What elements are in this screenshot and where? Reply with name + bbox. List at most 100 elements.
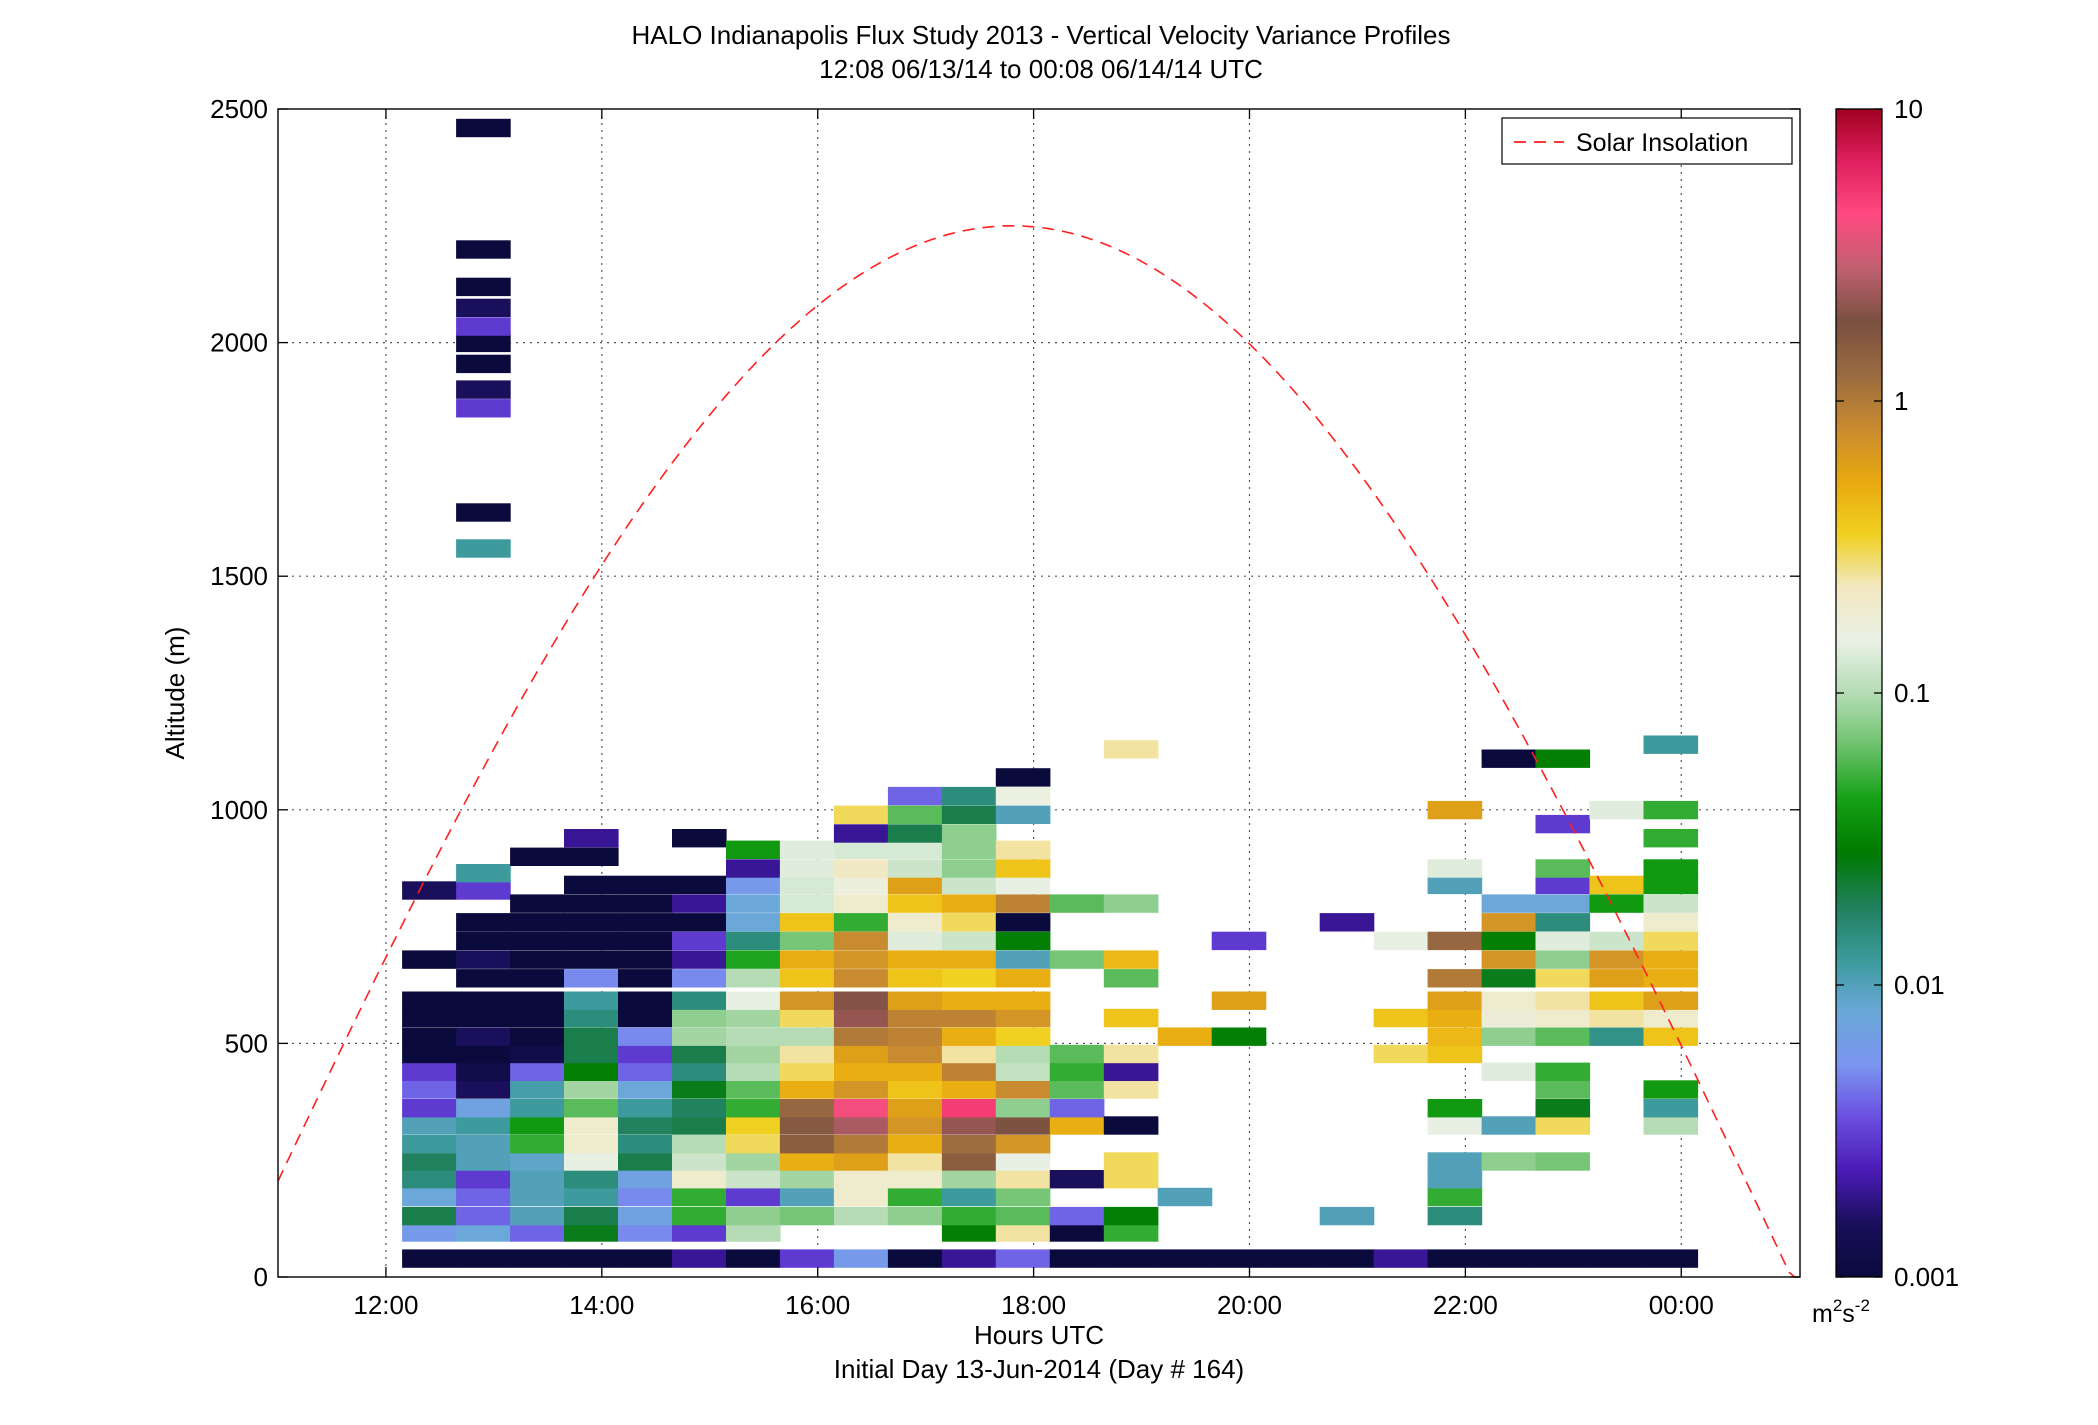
heatmap-cell xyxy=(941,894,997,913)
heatmap-cell xyxy=(564,1152,619,1171)
solar-insolation-curve xyxy=(277,224,1800,1278)
heatmap-cell xyxy=(726,991,781,1010)
heatmap-cell xyxy=(995,1135,1051,1154)
plot-area: 12:00 14:00 16:00 18:00 20:00 22:00 00:00 0 500… xyxy=(210,94,1801,1320)
heatmap-cell xyxy=(833,1027,889,1046)
heatmap-cell xyxy=(402,1044,457,1064)
heatmap-cell xyxy=(726,859,781,878)
heatmap-cell xyxy=(672,1044,727,1064)
heatmap-cell xyxy=(941,1187,997,1207)
heatmap-cell xyxy=(456,1062,511,1081)
heatmap-cell xyxy=(1535,875,1591,895)
heatmap-cell xyxy=(1535,991,1591,1010)
heatmap-cell xyxy=(779,931,835,951)
heatmap-cell xyxy=(1427,931,1483,951)
heatmap-cell xyxy=(941,1206,997,1226)
heatmap-cell xyxy=(726,950,781,969)
heatmap-cell xyxy=(1481,950,1537,969)
heatmap-cell xyxy=(1103,1044,1159,1064)
heatmap-cell xyxy=(402,1206,457,1226)
heatmap-cell xyxy=(1481,1152,1537,1171)
heatmap-cell xyxy=(887,950,943,969)
heatmap-cell xyxy=(833,1152,889,1171)
heatmap-cell xyxy=(1643,1008,1699,1028)
heatmap-cell xyxy=(564,1008,619,1028)
heatmap-cell xyxy=(941,1080,997,1099)
heatmap-cell xyxy=(564,950,619,969)
heatmap-cell xyxy=(618,1027,673,1046)
colorbar-tick-label: 0.01 xyxy=(1894,970,1945,1000)
heatmap-cell xyxy=(1535,1080,1591,1099)
heatmap-cell xyxy=(1049,1170,1105,1189)
y-tick-label: 1500 xyxy=(210,561,268,591)
colorbar-tick-label: 0.001 xyxy=(1894,1262,1959,1292)
heatmap-cell xyxy=(833,1249,889,1268)
heatmap-cell xyxy=(726,894,781,913)
heatmap-cell xyxy=(1535,1062,1591,1081)
heatmap-cell xyxy=(672,913,727,932)
heatmap-cell xyxy=(995,1170,1051,1189)
heatmap-cell xyxy=(887,1116,943,1135)
heatmap-cell xyxy=(941,859,997,878)
heatmap-cell xyxy=(887,1135,943,1154)
colorbar-unit: m2s-2 xyxy=(1812,1296,1870,1328)
heatmap-cell xyxy=(510,1223,565,1242)
heatmap-cell xyxy=(1643,1099,1699,1118)
heatmap-cell xyxy=(402,1249,457,1268)
heatmap-cell xyxy=(618,1080,673,1099)
heatmap-cell xyxy=(1427,1027,1483,1046)
heatmap-cell xyxy=(564,1206,619,1226)
heatmap-cell xyxy=(941,1223,997,1242)
heatmap-cell xyxy=(833,859,889,878)
heatmap-cell xyxy=(779,1152,835,1171)
heatmap-cell xyxy=(1643,913,1699,932)
heatmap-cell xyxy=(995,840,1051,859)
heatmap-cell xyxy=(1481,1249,1537,1268)
heatmap-cell xyxy=(456,1249,511,1268)
heatmap-cell xyxy=(1535,931,1591,951)
heatmap-cell xyxy=(941,1116,997,1135)
heatmap-cell xyxy=(995,931,1051,951)
heatmap-cell xyxy=(456,1152,511,1171)
heatmap-cell xyxy=(564,1170,619,1189)
heatmap-cell xyxy=(564,991,619,1010)
heatmap-cell xyxy=(1535,1027,1591,1046)
heatmap-cell xyxy=(726,1223,781,1242)
heatmap-cell xyxy=(1427,991,1483,1010)
heatmap-cell xyxy=(779,1080,835,1099)
heatmap-cell xyxy=(1643,800,1699,820)
heatmap-cell xyxy=(995,1152,1051,1171)
heatmap-cell xyxy=(1535,969,1591,988)
heatmap-cell xyxy=(672,1099,727,1118)
heatmap-cell xyxy=(887,1044,943,1064)
heatmap-cell xyxy=(995,1044,1051,1064)
heatmap-cell xyxy=(995,969,1051,988)
heatmap-cell xyxy=(564,1187,619,1207)
heatmap-cell xyxy=(941,1170,997,1189)
heatmap-cell xyxy=(1103,1008,1159,1028)
heatmap-cell xyxy=(456,913,511,932)
heatmap-cell xyxy=(456,881,511,900)
heatmap-cell xyxy=(1643,1080,1699,1099)
heatmap-cell xyxy=(1319,1206,1375,1226)
heatmap-cell xyxy=(887,1206,943,1226)
heatmap-cell xyxy=(618,1099,673,1118)
heatmap-cell xyxy=(1427,1116,1483,1135)
heatmap-cell xyxy=(1535,859,1591,878)
x-tick-label: 20:00 xyxy=(1217,1290,1282,1320)
heatmap-cell xyxy=(1535,894,1591,913)
heatmap-cell xyxy=(1535,1116,1591,1135)
y-tick-label: 2000 xyxy=(210,328,268,358)
heatmap-cell xyxy=(833,894,889,913)
heatmap-cell xyxy=(995,950,1051,969)
heatmap-cell xyxy=(995,1062,1051,1081)
heatmap-cell xyxy=(995,1116,1051,1135)
heatmap-cell xyxy=(833,840,889,859)
heatmap-cell xyxy=(564,829,619,848)
heatmap-cell xyxy=(995,1080,1051,1099)
heatmap-cell xyxy=(1535,1099,1591,1118)
heatmap-cell xyxy=(456,1116,511,1135)
heatmap-cell xyxy=(456,317,511,336)
heatmap-cell xyxy=(779,1170,835,1189)
heatmap-cell xyxy=(779,1008,835,1028)
